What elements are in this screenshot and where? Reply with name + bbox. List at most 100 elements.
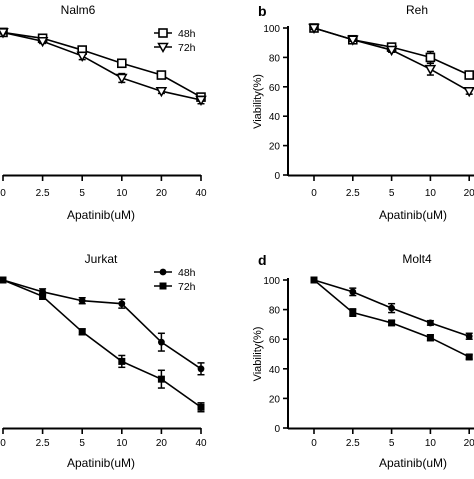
legend-label: 48h [178,267,196,279]
chart-title: Reh [406,3,428,17]
x-tick-label: 5 [79,438,85,449]
y-tick-label: 40 [269,365,281,376]
data-point [158,338,165,346]
series-line [2,279,202,408]
chart-panel-2: Reh b 0 20 40 60 80 100 Viability(%) 0 2.5 5 10 20 Apa… [252,3,474,222]
x-tick-label: 10 [116,438,128,449]
data-point [388,304,395,312]
series-2 [310,276,473,361]
x-tick-label: 10 [116,188,128,199]
data-point [425,52,436,63]
y-tick-label: 0 [274,171,280,182]
data-point [347,35,359,46]
data-point [117,58,127,69]
data-point [36,36,49,48]
x-tick-label: 0 [311,188,317,199]
legend-marker [157,42,169,54]
x-tick-label: 10 [425,438,437,449]
y-tick-label: 100 [263,276,280,287]
y-axis-label: Viability(%) [252,74,264,129]
legend-marker [158,28,168,38]
x-tick-label: 0 [0,188,6,199]
y-axis-label: Viability(%) [252,327,264,382]
x-tick-label: 5 [79,188,85,199]
x-axis-label: Apatinib(uM) [379,208,447,222]
x-tick-label: 20 [156,438,168,449]
legend-label: 48h [178,28,196,40]
x-axis-label: Apatinib(uM) [67,208,135,222]
data-point [116,73,128,85]
data-point [118,357,126,365]
data-point [349,309,357,317]
x-tick-label: 20 [464,438,474,449]
x-tick-label: 20 [464,188,474,199]
x-axis-label: Apatinib(uM) [379,456,447,470]
series-2 [308,23,474,98]
data-point [349,288,357,296]
legend-marker [159,268,167,276]
series-line [2,279,202,370]
series-line [2,31,202,98]
chart-title: Jurkat [85,252,118,266]
y-tick-label: 100 [263,24,280,35]
x-tick-label: 2.5 [36,188,50,199]
y-tick-label: 60 [269,335,281,346]
data-point [76,51,88,62]
data-point [78,328,86,336]
series-1 [310,276,473,340]
y-tick-label: 40 [269,112,281,123]
x-tick-label: 0 [0,438,6,449]
x-axis-label: Apatinib(uM) [67,456,135,470]
data-point [0,276,7,284]
data-point [78,297,86,305]
data-point [197,365,205,373]
data-point [0,28,9,39]
legend-marker [159,282,167,290]
data-point [427,319,434,327]
series-line [2,31,202,101]
data-point [465,353,473,361]
data-point [385,45,398,57]
data-point [424,64,437,76]
chart-title: Nalm6 [61,3,96,17]
x-tick-label: 20 [156,188,168,199]
series-line [313,27,470,92]
x-tick-label: 10 [425,188,437,199]
data-point [464,70,474,80]
series-2 [0,28,207,107]
data-point [463,86,474,98]
data-point [157,375,165,383]
series-2 [0,276,205,413]
data-point [155,86,168,98]
x-tick-label: 2.5 [346,188,360,199]
chart-title: Molt4 [402,252,432,266]
legend-label: 72h [178,281,196,293]
panel-label: d [258,252,267,268]
x-tick-label: 5 [389,188,395,199]
data-point [388,319,396,327]
y-tick-label: 80 [269,53,281,64]
data-point [465,332,473,340]
data-point [195,95,207,107]
y-tick-label: 0 [274,424,280,435]
x-tick-label: 0 [311,438,317,449]
y-tick-label: 20 [269,394,281,405]
data-point [308,23,320,35]
data-point [156,70,167,80]
data-point [39,292,47,300]
x-tick-label: 2.5 [346,438,360,449]
x-tick-label: 40 [195,188,207,199]
data-point [310,276,318,284]
x-tick-label: 2.5 [36,438,50,449]
data-point [197,403,205,411]
y-tick-label: 80 [269,306,281,317]
series-line [313,279,470,358]
data-point [118,300,126,308]
x-tick-label: 40 [195,438,207,449]
y-tick-label: 60 [269,83,281,94]
